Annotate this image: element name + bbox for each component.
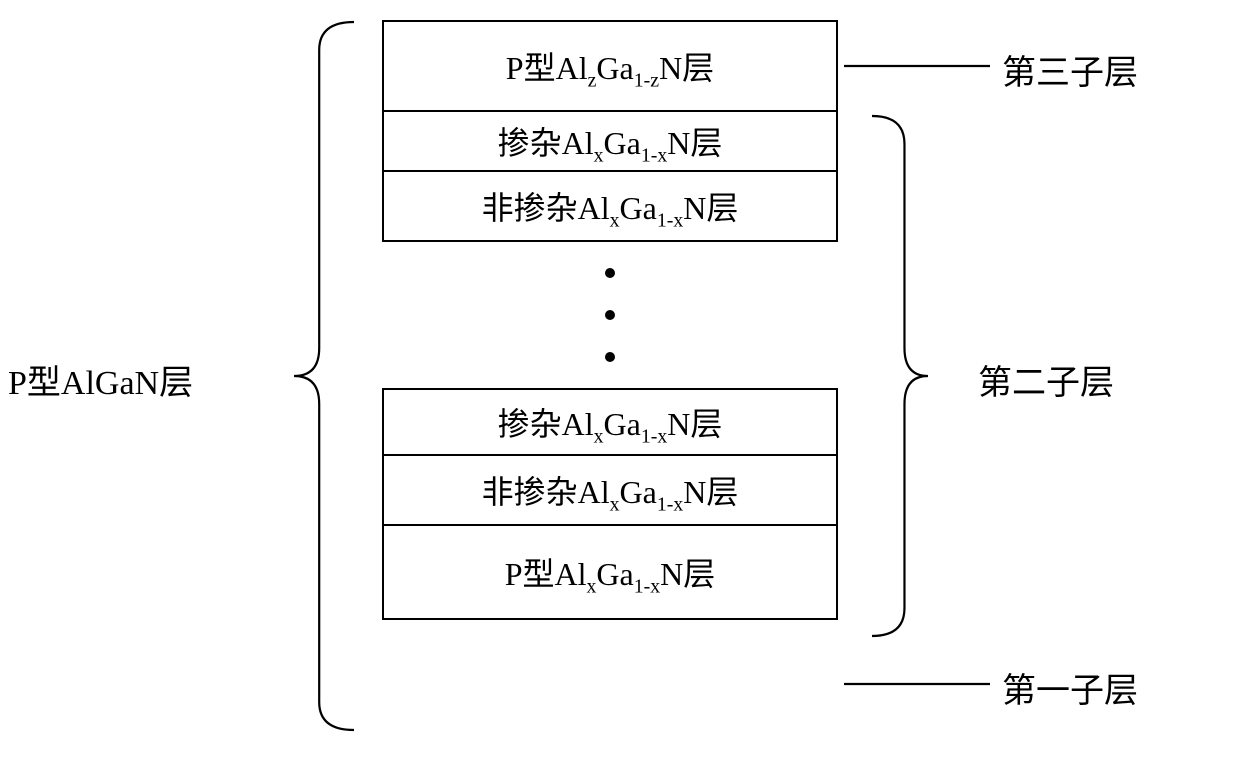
layer-box-6: P型AlxGa1-xN层 — [382, 526, 838, 620]
dot-icon — [605, 310, 615, 320]
left-brace — [292, 20, 356, 732]
layer-box-5: 非掺杂AlxGa1-xN层 — [382, 456, 838, 526]
right-label-0: 第三子层 — [1002, 45, 1138, 94]
right-label-1: 第二子层 — [978, 355, 1114, 404]
right-label-2: 第一子层 — [1002, 663, 1138, 712]
dot-icon — [605, 352, 615, 362]
right-connector-1 — [870, 114, 930, 638]
layer-text-5: 非掺杂AlxGa1-xN层 — [482, 467, 739, 513]
layer-text-0: P型AlzGa1-zN层 — [506, 43, 714, 89]
ellipsis-dots — [382, 242, 838, 388]
diagram-container: P型AlzGa1-zN层掺杂AlxGa1-xN层非掺杂AlxGa1-xN层掺杂A… — [0, 0, 1240, 772]
right-connector-0 — [842, 63, 992, 69]
layer-box-4: 掺杂AlxGa1-xN层 — [382, 388, 838, 456]
layer-text-2: 非掺杂AlxGa1-xN层 — [482, 183, 739, 229]
layer-text-6: P型AlxGa1-xN层 — [505, 549, 716, 595]
layer-box-1: 掺杂AlxGa1-xN层 — [382, 112, 838, 172]
layer-box-0: P型AlzGa1-zN层 — [382, 20, 838, 112]
layer-stack: P型AlzGa1-zN层掺杂AlxGa1-xN层非掺杂AlxGa1-xN层掺杂A… — [382, 20, 838, 620]
dot-icon — [605, 268, 615, 278]
layer-text-4: 掺杂AlxGa1-xN层 — [498, 399, 723, 445]
layer-text-1: 掺杂AlxGa1-xN层 — [498, 118, 723, 164]
left-group-label: P型AlGaN层 — [8, 355, 193, 404]
right-connector-2 — [842, 681, 992, 687]
layer-box-2: 非掺杂AlxGa1-xN层 — [382, 172, 838, 242]
